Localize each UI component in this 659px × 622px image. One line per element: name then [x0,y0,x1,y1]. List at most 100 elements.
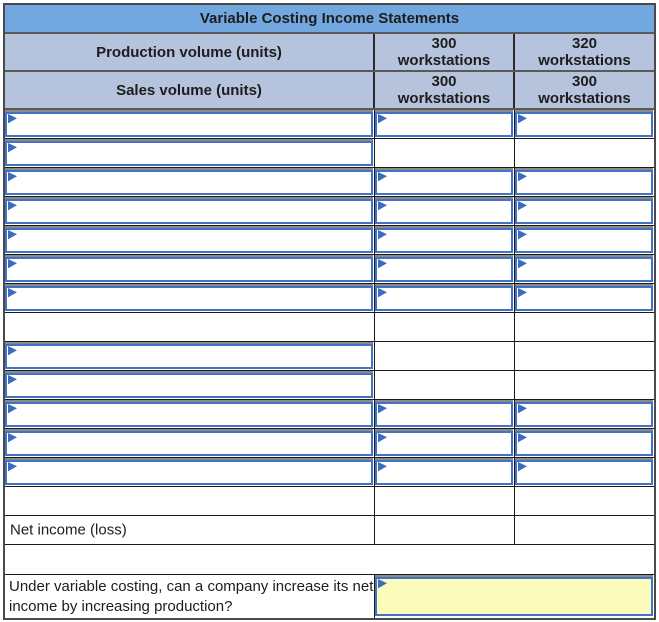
sales-volume-header-row: Sales volume (units) 300 workstations 30… [5,72,654,110]
statement-row-11-col1-input[interactable] [375,402,513,427]
flag-icon [8,346,17,356]
statement-row-5-col1-input[interactable] [375,228,513,253]
statement-row-10-col2-cell [515,371,654,400]
statement-row-7-col1-input[interactable] [375,286,513,311]
statement-row-12-label-input[interactable] [5,431,373,456]
statement-row-12-col2-input[interactable] [515,431,653,456]
flag-icon [518,288,527,298]
statement-row-13-col2-cell [515,458,654,487]
net-income-row-label-cell: Net income (loss) [5,516,375,545]
statement-row-6-col1-cell [375,255,515,284]
statement-body: Net income (loss) [5,110,654,545]
statement-row-3-col2-input[interactable] [515,170,653,195]
question-row: Under variable costing, can a company in… [5,575,654,618]
flag-icon [518,259,527,269]
statement-row-11 [5,400,654,429]
statement-row-11-col2-input[interactable] [515,402,653,427]
flag-icon [378,230,387,240]
flag-icon [378,172,387,182]
statement-row-3-label-cell [5,168,375,197]
question-label: Under variable costing, can a company in… [5,575,375,618]
flag-icon [378,579,387,589]
flag-icon [8,114,17,124]
statement-row-2-col2-cell [515,139,654,168]
statement-row-6-col1-input[interactable] [375,257,513,282]
statement-row-7 [5,284,654,313]
statement-row-12-col2-cell [515,429,654,458]
variable-costing-worksheet: Variable Costing Income Statements Produ… [3,3,656,620]
flag-icon [8,230,17,240]
statement-row-14-col2-cell [515,487,654,516]
statement-row-7-col2-cell [515,284,654,313]
statement-row-4-col2-cell [515,197,654,226]
statement-row-13-col1-input[interactable] [375,460,513,485]
flag-icon [518,114,527,124]
statement-row-4-col2-input[interactable] [515,199,653,224]
statement-row-7-label-cell [5,284,375,313]
flag-icon [8,288,17,298]
statement-row-6-col2-input[interactable] [515,257,653,282]
question-answer-cell [375,575,654,618]
statement-row-3-col1-input[interactable] [375,170,513,195]
statement-row-4-label-cell [5,197,375,226]
statement-row-4-label-input[interactable] [5,199,373,224]
flag-icon [8,433,17,443]
flag-icon [518,462,527,472]
net-income-row-label-text: Net income (loss) [10,521,127,539]
sales-volume-col2: 300 workstations [538,73,631,107]
statement-row-14-col1-cell [375,487,515,516]
statement-row-13-label-input[interactable] [5,460,373,485]
flag-icon [518,433,527,443]
flag-icon [518,201,527,211]
statement-row-6-col2-cell [515,255,654,284]
statement-row-7-col2-input[interactable] [515,286,653,311]
statement-row-1-col2-input[interactable] [515,112,653,137]
statement-row-7-label-input[interactable] [5,286,373,311]
statement-row-1-col1-input[interactable] [375,112,513,137]
flag-icon [378,462,387,472]
statement-row-9-label-input[interactable] [5,344,373,369]
statement-row-2-col1-cell [375,139,515,168]
statement-row-13-col2-input[interactable] [515,460,653,485]
statement-row-2-label-input[interactable] [5,141,373,166]
statement-row-10-label-input[interactable] [5,373,373,398]
statement-row-6-label-input[interactable] [5,257,373,282]
statement-row-8-col1-cell [375,313,515,342]
statement-row-4-col1-cell [375,197,515,226]
statement-row-13-col1-cell [375,458,515,487]
statement-row-8-label-cell [5,313,375,342]
answer-dropdown-input[interactable] [375,577,653,616]
statement-row-12-col1-input[interactable] [375,431,513,456]
flag-icon [8,143,17,153]
statement-row-5-col1-cell [375,226,515,255]
production-volume-header-row: Production volume (units) 300 workstatio… [5,34,654,72]
statement-row-9 [5,342,654,371]
flag-icon [378,433,387,443]
statement-row-11-label-input[interactable] [5,402,373,427]
spacer-row [5,545,654,575]
statement-row-10-col1-cell [375,371,515,400]
statement-row-7-col1-cell [375,284,515,313]
statement-row-9-col1-cell [375,342,515,371]
statement-row-4-col1-input[interactable] [375,199,513,224]
flag-icon [8,259,17,269]
statement-row-13 [5,458,654,487]
net-income-row-col2-cell [515,516,654,545]
statement-row-12-label-cell [5,429,375,458]
statement-row-5-label-cell [5,226,375,255]
statement-row-6-label-cell [5,255,375,284]
statement-row-3-label-input[interactable] [5,170,373,195]
statement-row-1 [5,110,654,139]
statement-row-11-col2-cell [515,400,654,429]
statement-row-9-col2-cell [515,342,654,371]
statement-row-2-label-cell [5,139,375,168]
statement-row-5-col2-input[interactable] [515,228,653,253]
statement-row-12 [5,429,654,458]
statement-row-1-label-cell [5,110,375,139]
statement-row-1-label-input[interactable] [5,112,373,137]
statement-row-13-label-cell [5,458,375,487]
statement-row-5-label-input[interactable] [5,228,373,253]
flag-icon [378,404,387,414]
sales-volume-label: Sales volume (units) [5,72,375,108]
statement-row-1-col2-cell [515,110,654,139]
